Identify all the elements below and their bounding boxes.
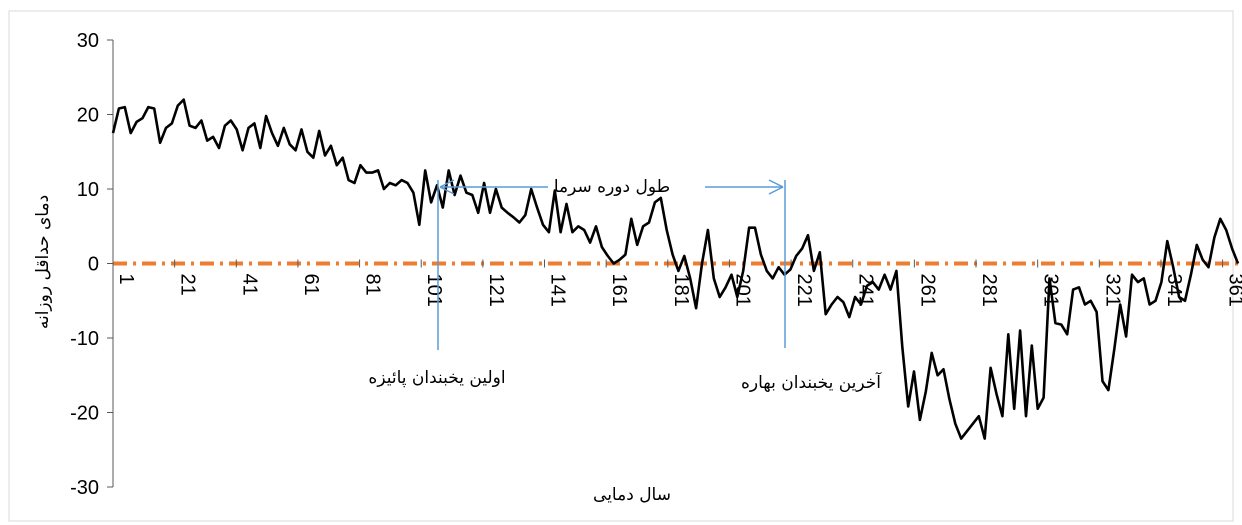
cold-period-label: طول دوره سرما — [554, 177, 670, 197]
x-tick-label: 121 — [485, 274, 507, 307]
x-tick-label: 281 — [978, 274, 1000, 307]
x-axis-label: سال دمایی — [593, 485, 671, 505]
arrowhead-left-icon — [439, 179, 455, 195]
x-tick-label: 81 — [362, 274, 384, 296]
x-tick-label: 161 — [608, 274, 630, 307]
x-tick-label: 341 — [1163, 274, 1185, 307]
x-tick-label: 1 — [115, 274, 137, 285]
series-line-min-temp — [111, 98, 1240, 440]
y-tick-label: 20 — [77, 105, 99, 127]
x-tick-label: 201 — [731, 274, 753, 307]
x-tick-label: 61 — [300, 274, 322, 296]
x-tick-label: 261 — [916, 274, 938, 307]
y-tick-label: -30 — [70, 477, 99, 499]
x-tick-label: 181 — [670, 274, 692, 307]
arrowhead-right-icon — [768, 179, 784, 195]
x-tick-label: 321 — [1101, 274, 1123, 307]
y-tick-labels: 30 20 10 0 -10 -20 -30 — [70, 30, 113, 499]
x-tick-label: 361 — [1225, 274, 1242, 307]
first-autumn-frost-label: اولین یخبندان پائیزه — [368, 368, 505, 388]
y-tick-label: 0 — [88, 254, 99, 276]
y-tick-label: -20 — [70, 403, 99, 425]
y-tick-label: 30 — [77, 30, 99, 52]
series-lines — [111, 98, 1240, 440]
chart-border — [8, 10, 1234, 522]
x-tick-label: 21 — [177, 274, 199, 296]
last-spring-frost-label: آخرین یخبندان بهاره — [741, 371, 882, 393]
annotations — [437, 179, 786, 350]
x-tick-label: 141 — [547, 274, 569, 307]
x-tick-label: 221 — [793, 274, 815, 307]
y-tick-label: 10 — [77, 179, 99, 201]
x-tick-label: 101 — [423, 274, 445, 307]
x-tick-label: 41 — [238, 274, 260, 296]
y-tick-label: -10 — [70, 328, 99, 350]
y-axis-label: دمای حداقل روزانه — [33, 195, 53, 329]
